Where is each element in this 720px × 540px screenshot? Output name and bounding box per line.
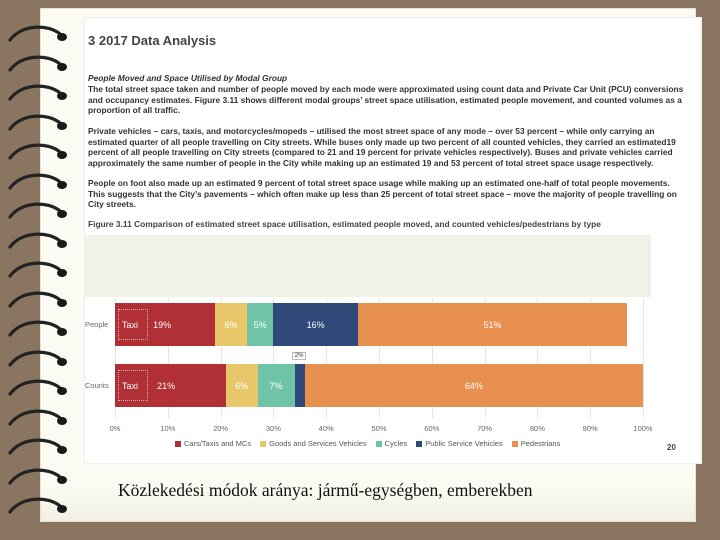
spiral-ring — [4, 465, 68, 491]
legend-item: Goods and Services Vehicles — [260, 439, 367, 448]
bar-segment: 5% — [247, 303, 274, 346]
legend-swatch — [260, 440, 267, 447]
gridline — [484, 298, 486, 418]
bar-segment: 7% — [257, 364, 295, 407]
bar-row-people: Taxi 19% 6% 5% 16% 51% — [115, 303, 643, 346]
paragraph-3: People on foot also made up an estimated… — [88, 178, 677, 209]
gridline — [167, 298, 169, 418]
x-tick-label: 30% — [265, 424, 281, 433]
data-label: 19% — [153, 319, 172, 330]
legend-label: Pedestrians — [520, 439, 561, 448]
x-tick-label: 90% — [582, 424, 598, 433]
gridline — [643, 298, 644, 418]
legend-label: Goods and Services Vehicles — [269, 439, 367, 448]
legend-swatch — [175, 440, 181, 447]
category-label: People — [85, 320, 109, 329]
taxi-subsegment — [118, 370, 148, 401]
x-tick-label: 50% — [371, 424, 387, 433]
data-label: 5% — [253, 319, 267, 330]
x-tick-label: 40% — [318, 424, 334, 433]
category-label: Counts — [85, 381, 109, 390]
spiral-ring — [4, 347, 68, 373]
slide-caption: Közlekedési módok aránya: jármű-egységbe… — [118, 480, 533, 500]
gridline — [115, 298, 116, 418]
spiral-ring — [4, 258, 68, 284]
bar-segment: 51% — [357, 303, 628, 346]
data-label: 21% — [157, 380, 176, 391]
x-tick-label: 70% — [477, 424, 493, 433]
taxi-label: Taxi — [122, 319, 139, 330]
legend-swatch — [511, 440, 518, 447]
legend-swatch — [416, 440, 423, 447]
bar-segment: 6% — [225, 364, 258, 407]
gridline — [590, 298, 592, 418]
gridline — [326, 298, 328, 418]
spiral-ring — [4, 406, 68, 432]
taxi-label: Taxi — [122, 380, 139, 391]
spiral-ring — [4, 52, 68, 78]
document-scan: 3 2017 Data Analysis People Moved and Sp… — [85, 18, 701, 463]
taxi-subsegment — [118, 309, 148, 340]
legend-item: Cycles — [375, 439, 408, 448]
legend-label: Public Service Vehicles — [425, 439, 503, 448]
chart-legend: Cars/Taxis and MCs Goods and Services Veh… — [175, 439, 560, 448]
gridline — [273, 298, 275, 418]
legend-swatch — [375, 440, 382, 447]
x-tick-label: 100% — [633, 424, 653, 433]
spiral-ring — [4, 494, 68, 520]
bar-segment: 64% — [305, 364, 643, 407]
legend-label: Cars/Taxis and MCs — [184, 439, 252, 448]
spiral-ring — [4, 199, 68, 225]
spiral-ring — [4, 111, 68, 137]
bar-segment: Taxi 19% — [115, 303, 216, 346]
data-label: 51% — [483, 319, 502, 330]
spiral-ring — [4, 229, 68, 255]
spiral-ring — [4, 170, 68, 196]
legend-item: Cars/Taxis and MCs — [175, 439, 251, 448]
spiral-ring — [4, 435, 68, 461]
spiral-ring — [4, 140, 68, 166]
page-number: 20 — [667, 443, 676, 452]
spiral-ring — [4, 22, 68, 48]
data-label-callout: 2% — [291, 352, 307, 360]
gridline — [537, 298, 539, 418]
data-label: 16% — [306, 319, 325, 330]
paragraph-2: Private vehicles – cars, taxis, and moto… — [88, 126, 676, 168]
figure-blank-area — [85, 235, 651, 297]
spiral-ring — [4, 81, 68, 107]
x-tick-label: 0% — [109, 424, 121, 433]
legend-item: Public Service Vehicles — [416, 439, 503, 448]
x-tick-label: 60% — [424, 424, 440, 433]
gridline — [379, 298, 380, 418]
subsection-heading: People Moved and Space Utilised by Modal… — [88, 73, 288, 83]
bar-segment: Taxi 21% — [115, 364, 226, 407]
bar-segment: 16% — [273, 303, 358, 346]
spiral-binding — [4, 22, 74, 522]
gridline — [431, 298, 433, 418]
figure-caption: Figure 3.11 Comparison of estimated stre… — [88, 219, 601, 229]
paragraph-1: The total street space taken and number … — [88, 84, 684, 115]
gridline — [220, 298, 222, 418]
bar-segment: 6% — [215, 303, 247, 346]
spiral-ring — [4, 288, 68, 314]
spiral-ring — [4, 376, 68, 402]
x-tick-label: 10% — [160, 424, 176, 433]
bar-segment — [294, 364, 306, 407]
section-heading: 3 2017 Data Analysis — [88, 33, 217, 48]
data-label: 6% — [224, 319, 238, 330]
legend-label: Cycles — [384, 439, 408, 448]
x-tick-label: 20% — [213, 424, 229, 433]
bar-row-counts: Taxi 21% 6% 7% 64% — [115, 364, 643, 407]
x-tick-label: 80% — [529, 424, 545, 433]
data-label: 64% — [465, 380, 484, 391]
spiral-ring — [4, 317, 68, 343]
data-label: 6% — [235, 380, 249, 391]
data-label: 7% — [269, 380, 283, 391]
legend-item: Pedestrians — [511, 439, 561, 448]
